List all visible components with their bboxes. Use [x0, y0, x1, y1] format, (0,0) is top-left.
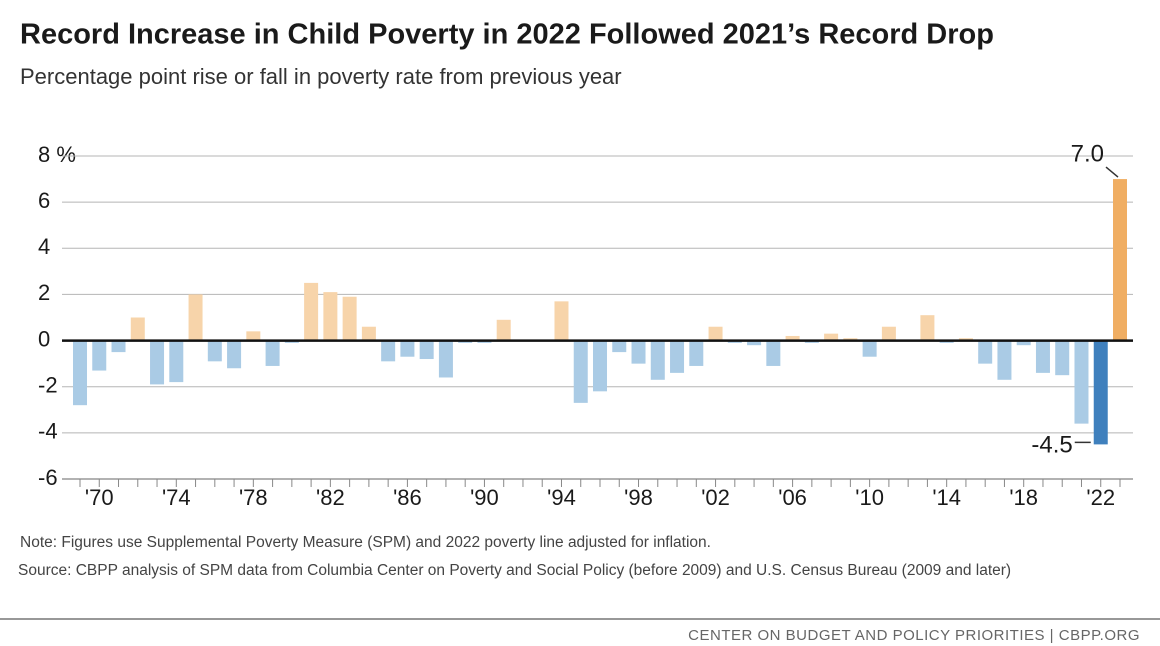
x-tick-label: '78 [239, 485, 268, 510]
bar [1016, 340, 1031, 346]
bar [670, 340, 685, 373]
bar [227, 340, 242, 369]
bar [111, 340, 126, 353]
bar [438, 340, 453, 378]
bar [304, 282, 319, 341]
bar [824, 333, 839, 341]
y-tick-label: -6 [38, 465, 58, 490]
x-tick-label: '10 [855, 485, 884, 510]
bar [612, 340, 627, 353]
bar [400, 340, 415, 357]
bar [881, 326, 896, 341]
x-tick-label: '86 [393, 485, 422, 510]
bar [381, 340, 396, 362]
x-tick-label: '74 [162, 485, 191, 510]
bar [73, 340, 87, 406]
x-tick-label: '70 [85, 485, 114, 510]
x-tick-label: '82 [316, 485, 345, 510]
x-tick-label: '06 [778, 485, 807, 510]
footer: CENTER ON BUDGET AND POLICY PRIORITIES |… [688, 627, 1140, 644]
bar [130, 317, 145, 341]
leader-line [1105, 166, 1119, 178]
bar [361, 326, 376, 341]
bar [246, 331, 261, 341]
bar [188, 294, 203, 341]
y-tick-label: 0 [38, 326, 50, 351]
bar [573, 340, 588, 403]
bar [342, 296, 357, 341]
data-label: 7.0 [1071, 140, 1104, 167]
bar [207, 340, 222, 362]
bar [169, 340, 184, 383]
bar [265, 340, 280, 366]
x-tick-label: '22 [1086, 485, 1115, 510]
bar [766, 340, 781, 366]
bar [1074, 340, 1089, 424]
bar [920, 315, 935, 341]
data-label: -4.5 [1031, 432, 1072, 459]
y-tick-label: -4 [38, 419, 58, 444]
bar [1055, 340, 1070, 376]
bar [323, 292, 338, 341]
y-tick-label: 6 [38, 188, 50, 213]
bar [978, 340, 993, 364]
bar [1035, 340, 1050, 373]
chart-subtitle: Percentage point rise or fall in poverty… [20, 64, 622, 89]
bar [785, 335, 800, 341]
bar [593, 340, 607, 392]
y-tick-label: -2 [38, 373, 58, 398]
bar [997, 340, 1012, 380]
source: Source: CBPP analysis of SPM data from C… [18, 562, 1012, 579]
x-tick-label: '18 [1009, 485, 1038, 510]
x-tick-label: '14 [932, 485, 961, 510]
bar [419, 340, 434, 360]
x-tick-label: '98 [624, 485, 653, 510]
bar [92, 340, 107, 371]
bar [689, 340, 704, 366]
bar [1093, 340, 1108, 445]
chart-title: Record Increase in Child Poverty in 2022… [20, 19, 994, 51]
bar [631, 340, 646, 364]
source-box: Source: CBPP analysis of SPM data from C… [18, 562, 1012, 579]
x-tick-label: '90 [470, 485, 499, 510]
y-tick-label: 2 [38, 280, 50, 305]
x-tick-label: '94 [547, 485, 576, 510]
bar [862, 340, 877, 357]
x-tick-label: '02 [701, 485, 730, 510]
bar [554, 301, 569, 341]
bar [747, 340, 762, 346]
bar [650, 340, 665, 380]
bar [1113, 179, 1127, 341]
bar [496, 319, 511, 341]
bar [708, 326, 723, 341]
bar [150, 340, 165, 385]
note: Note: Figures use Supplemental Poverty M… [20, 534, 711, 551]
y-tick-label: 4 [38, 234, 50, 259]
y-tick-label: 8 % [38, 142, 76, 167]
